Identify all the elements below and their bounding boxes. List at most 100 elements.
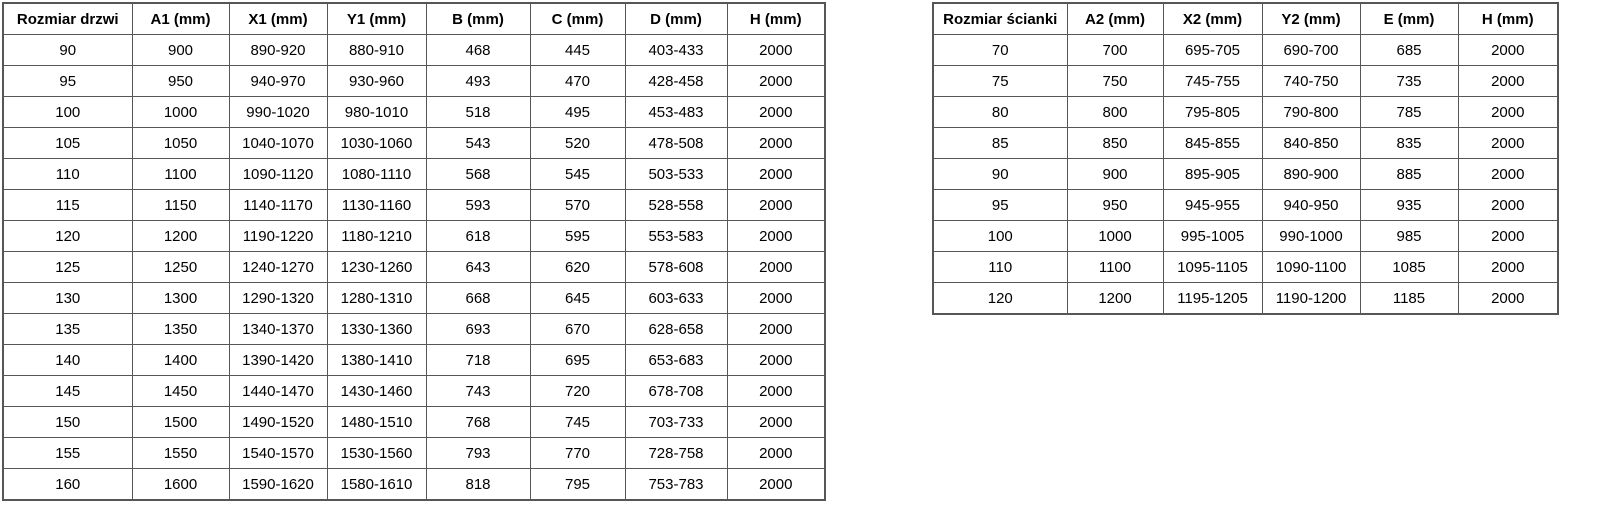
wall-size-table: Rozmiar ścianki A2 (mm) X2 (mm) Y2 (mm) E (m… (932, 2, 1559, 315)
table-cell: 945-955 (1162, 189, 1263, 221)
table-cell: 2000 (1457, 127, 1559, 159)
table-cell: 150 (2, 406, 133, 438)
table-cell: 120 (932, 282, 1068, 315)
table-cell: 940-970 (228, 65, 328, 97)
table-cell: 95 (2, 65, 133, 97)
table-cell: 1040-1070 (228, 127, 328, 159)
table-cell: 140 (2, 344, 133, 376)
table-row: 120 1200 1195-1205 1190-1200 1185 2000 (932, 282, 1559, 315)
header-row: Rozmiar ścianki A2 (mm) X2 (mm) Y2 (mm) E (m… (932, 2, 1559, 35)
table-cell: 693 (425, 313, 531, 345)
table-cell: 890-900 (1261, 158, 1361, 190)
table-cell: 445 (529, 34, 626, 66)
table-cell: 2000 (726, 251, 826, 283)
table-cell: 2000 (1457, 34, 1559, 66)
table-cell: 645 (529, 282, 626, 314)
table-row: 160 1600 1590-1620 1580-1610 818 795 753-783 20… (2, 468, 826, 501)
table-row: 80 800 795-805 790-800 785 2000 (932, 96, 1559, 128)
table-cell: 2000 (726, 313, 826, 345)
table-cell: 110 (932, 251, 1068, 283)
table-cell: 100 (932, 220, 1068, 252)
table-cell: 980-1010 (326, 96, 427, 128)
table-cell: 2000 (1457, 282, 1559, 315)
table-cell: 995-1005 (1162, 220, 1263, 252)
table-row: 105 1050 1040-1070 1030-1060 543 520 478-508 20… (2, 127, 826, 159)
table-cell: 1480-1510 (326, 406, 427, 438)
table-cell: 740-750 (1261, 65, 1361, 97)
column-header: X2 (mm) (1162, 2, 1263, 35)
table-cell: 850 (1066, 127, 1164, 159)
table-cell: 603-633 (624, 282, 728, 314)
column-header: H (mm) (726, 2, 826, 35)
table-cell: 2000 (1457, 189, 1559, 221)
table-cell: 145 (2, 375, 133, 407)
table-row: 130 1300 1290-1320 1280-1310 668 645 603-633 20… (2, 282, 826, 314)
table-cell: 1250 (131, 251, 230, 283)
table-row: 90 900 890-920 880-910 468 445 403-433 2000 (2, 34, 826, 66)
table-cell: 880-910 (326, 34, 427, 66)
table-cell: 700 (1066, 34, 1164, 66)
table-row: 85 850 845-855 840-850 835 2000 (932, 127, 1559, 159)
table-cell: 818 (425, 468, 531, 501)
table-cell: 593 (425, 189, 531, 221)
table-cell: 690-700 (1261, 34, 1361, 66)
table-cell: 470 (529, 65, 626, 97)
table-cell: 750 (1066, 65, 1164, 97)
table-cell: 1350 (131, 313, 230, 345)
table-cell: 935 (1359, 189, 1459, 221)
table-cell: 1600 (131, 468, 230, 501)
table-cell: 85 (932, 127, 1068, 159)
table-cell: 2000 (726, 96, 826, 128)
table-cell: 678-708 (624, 375, 728, 407)
table-cell: 845-855 (1162, 127, 1263, 159)
table-cell: 90 (932, 158, 1068, 190)
wall-size-table-container: Rozmiar ścianki A2 (mm) X2 (mm) Y2 (mm) E (m… (932, 2, 1559, 315)
table-cell: 695-705 (1162, 34, 1263, 66)
table-cell: 685 (1359, 34, 1459, 66)
column-header: Y1 (mm) (326, 2, 427, 35)
table-cell: 1030-1060 (326, 127, 427, 159)
table-cell: 520 (529, 127, 626, 159)
table-cell: 1200 (1066, 282, 1164, 315)
table-cell: 1185 (1359, 282, 1459, 315)
table-cell: 800 (1066, 96, 1164, 128)
table-cell: 745-755 (1162, 65, 1263, 97)
table-cell: 1095-1105 (1162, 251, 1263, 283)
table-cell: 160 (2, 468, 133, 501)
column-header: B (mm) (425, 2, 531, 35)
table-cell: 950 (131, 65, 230, 97)
table-cell: 695 (529, 344, 626, 376)
table-cell: 1085 (1359, 251, 1459, 283)
table-cell: 135 (2, 313, 133, 345)
table-cell: 1100 (1066, 251, 1164, 283)
table-cell: 1450 (131, 375, 230, 407)
table-cell: 1195-1205 (1162, 282, 1263, 315)
table-cell: 2000 (1457, 96, 1559, 128)
table-cell: 1390-1420 (228, 344, 328, 376)
table-cell: 1090-1100 (1261, 251, 1361, 283)
table-cell: 2000 (726, 468, 826, 501)
table-cell: 900 (1066, 158, 1164, 190)
table-cell: 110 (2, 158, 133, 190)
table-cell: 2000 (726, 220, 826, 252)
table-cell: 2000 (726, 189, 826, 221)
table-cell: 595 (529, 220, 626, 252)
table-row: 120 1200 1190-1220 1180-1210 618 595 553-583 20… (2, 220, 826, 252)
table-cell: 155 (2, 437, 133, 469)
table-cell: 1130-1160 (326, 189, 427, 221)
table-cell: 885 (1359, 158, 1459, 190)
table-cell: 745 (529, 406, 626, 438)
table-cell: 2000 (1457, 220, 1559, 252)
table-cell: 985 (1359, 220, 1459, 252)
table-cell: 2000 (1457, 158, 1559, 190)
table-cell: 1000 (1066, 220, 1164, 252)
table-cell: 1580-1610 (326, 468, 427, 501)
column-header: Y2 (mm) (1261, 2, 1361, 35)
table-cell: 1590-1620 (228, 468, 328, 501)
table-cell: 2000 (726, 406, 826, 438)
table-cell: 543 (425, 127, 531, 159)
table-cell: 120 (2, 220, 133, 252)
table-cell: 545 (529, 158, 626, 190)
column-header: Rozmiar ścianki (932, 2, 1068, 35)
